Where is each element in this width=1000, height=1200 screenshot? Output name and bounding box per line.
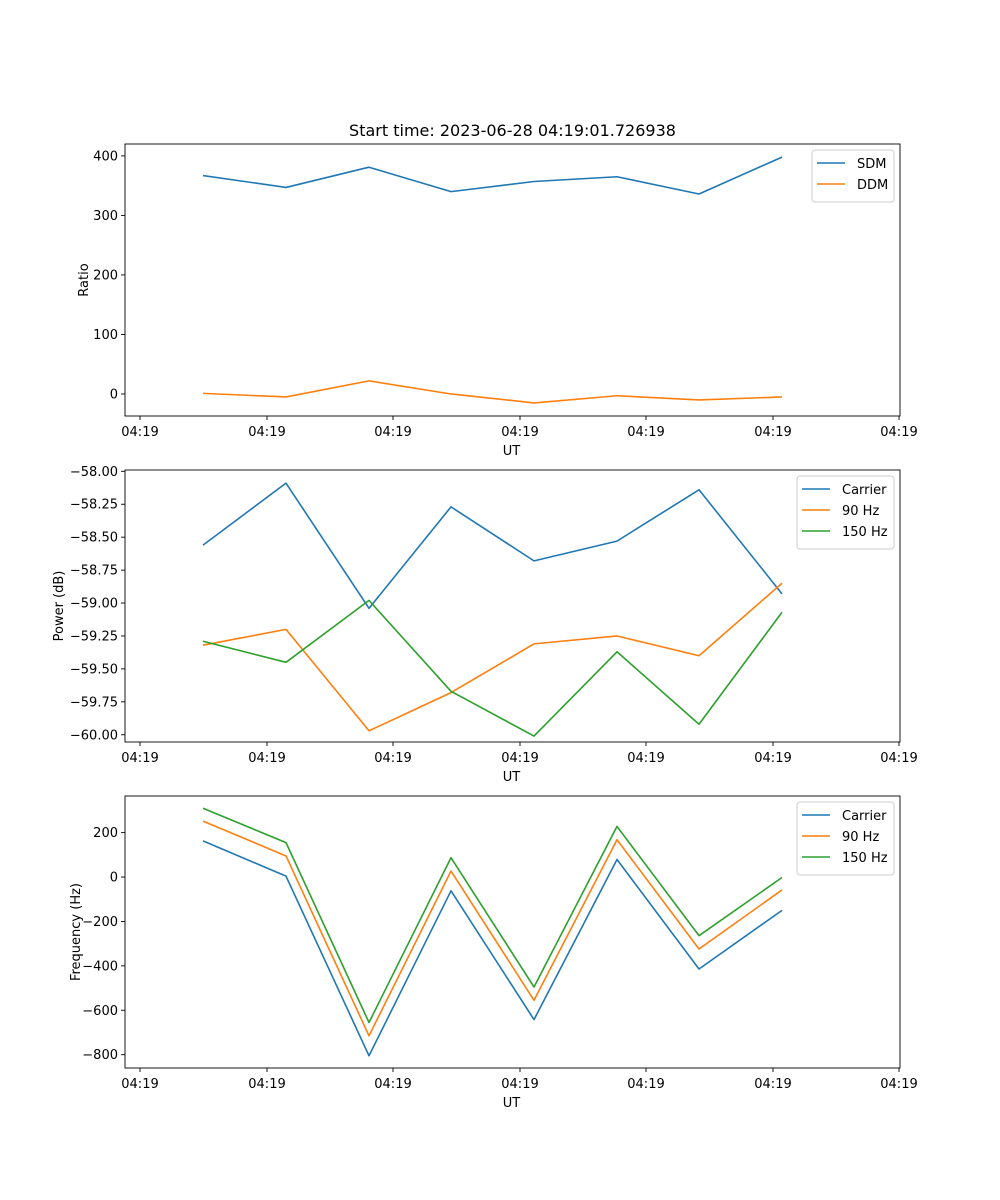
y-tick-label: 100 <box>93 328 118 343</box>
x-axis-label: UT <box>503 770 521 785</box>
y-tick-label: −59.50 <box>70 662 118 677</box>
x-tick-label: 04:19 <box>880 751 917 766</box>
y-axis-label: Power (dB) <box>52 571 67 642</box>
legend: Carrier 90 Hz 150 Hz <box>796 475 895 550</box>
y-tick-label: 200 <box>93 826 118 841</box>
y-tick-label: −200 <box>82 915 118 930</box>
y-tick-label: 200 <box>93 268 118 283</box>
legend-entry: 90 Hz <box>842 830 879 845</box>
y-tick-label: −800 <box>82 1048 118 1063</box>
axes-frame <box>124 143 901 417</box>
y-axis-label: Frequency (Hz) <box>69 883 84 981</box>
x-axis-label: UT <box>503 444 521 459</box>
x-tick-label: 04:19 <box>121 1077 158 1092</box>
y-tick-label: −58.75 <box>70 564 118 579</box>
y-tick-label: −58.00 <box>70 465 118 480</box>
x-tick-label: 04:19 <box>754 425 791 440</box>
series-line-sdm <box>202 156 783 195</box>
series-line-150-hz <box>202 807 783 1024</box>
legend-entry: Carrier <box>842 483 887 498</box>
y-tick-label: 0 <box>110 871 118 886</box>
x-tick-label: 04:19 <box>880 1077 917 1092</box>
x-tick-label: 04:19 <box>374 1077 411 1092</box>
x-axis-label: UT <box>503 1096 521 1111</box>
legend-entry: 150 Hz <box>842 525 888 540</box>
y-tick-label: 400 <box>93 149 118 164</box>
y-tick-label: 0 <box>110 387 118 402</box>
subplot-1: Start time: 2023-06-28 04:19:01.72693804… <box>77 121 918 459</box>
legend-entry: DDM <box>857 178 888 193</box>
x-tick-label: 04:19 <box>627 751 664 766</box>
y-tick-label: −60.00 <box>70 728 118 743</box>
x-tick-label: 04:19 <box>501 1077 538 1092</box>
x-tick-label: 04:19 <box>501 751 538 766</box>
chart-title: Start time: 2023-06-28 04:19:01.726938 <box>349 121 676 140</box>
y-tick-label: −59.25 <box>70 629 118 644</box>
y-tick-label: −59.00 <box>70 597 118 612</box>
y-tick-label: −400 <box>82 959 118 974</box>
x-tick-label: 04:19 <box>754 1077 791 1092</box>
x-tick-label: 04:19 <box>248 1077 285 1092</box>
legend-entry: 150 Hz <box>842 851 888 866</box>
x-tick-label: 04:19 <box>627 1077 664 1092</box>
x-tick-label: 04:19 <box>121 751 158 766</box>
y-tick-label: 300 <box>93 209 118 224</box>
legend: SDM DDM <box>811 149 895 203</box>
y-tick-label: −58.50 <box>70 531 118 546</box>
x-tick-label: 04:19 <box>374 425 411 440</box>
axes-frame <box>124 469 901 743</box>
series-line-carrier <box>202 482 783 610</box>
x-tick-label: 04:19 <box>121 425 158 440</box>
x-tick-label: 04:19 <box>627 425 664 440</box>
x-tick-label: 04:19 <box>880 425 917 440</box>
y-tick-label: −59.75 <box>70 695 118 710</box>
y-tick-label: −58.25 <box>70 498 118 513</box>
series-line-carrier <box>202 840 783 1057</box>
series-line-90-hz <box>202 582 783 732</box>
x-tick-label: 04:19 <box>248 751 285 766</box>
axes-frame <box>124 795 901 1069</box>
x-tick-label: 04:19 <box>374 751 411 766</box>
x-tick-label: 04:19 <box>754 751 791 766</box>
subplot-2: 04:19 04:19 04:19 04:19 04:19 04:19 04:19 UT −60… <box>52 465 918 785</box>
y-tick-label: −600 <box>82 1004 118 1019</box>
legend-entry: 90 Hz <box>842 504 879 519</box>
legend-entry: SDM <box>857 157 886 172</box>
subplot-3: 04:19 04:19 04:19 04:19 04:19 04:19 04:19 UT −80… <box>69 795 918 1111</box>
x-tick-label: 04:19 <box>248 425 285 440</box>
series-line-150-hz <box>202 599 783 737</box>
legend-entry: Carrier <box>842 809 887 824</box>
series-line-ddm <box>202 380 783 404</box>
y-axis-label: Ratio <box>77 263 92 296</box>
series-line-90-hz <box>202 820 783 1037</box>
x-tick-label: 04:19 <box>501 425 538 440</box>
legend: Carrier 90 Hz 150 Hz <box>796 801 895 876</box>
